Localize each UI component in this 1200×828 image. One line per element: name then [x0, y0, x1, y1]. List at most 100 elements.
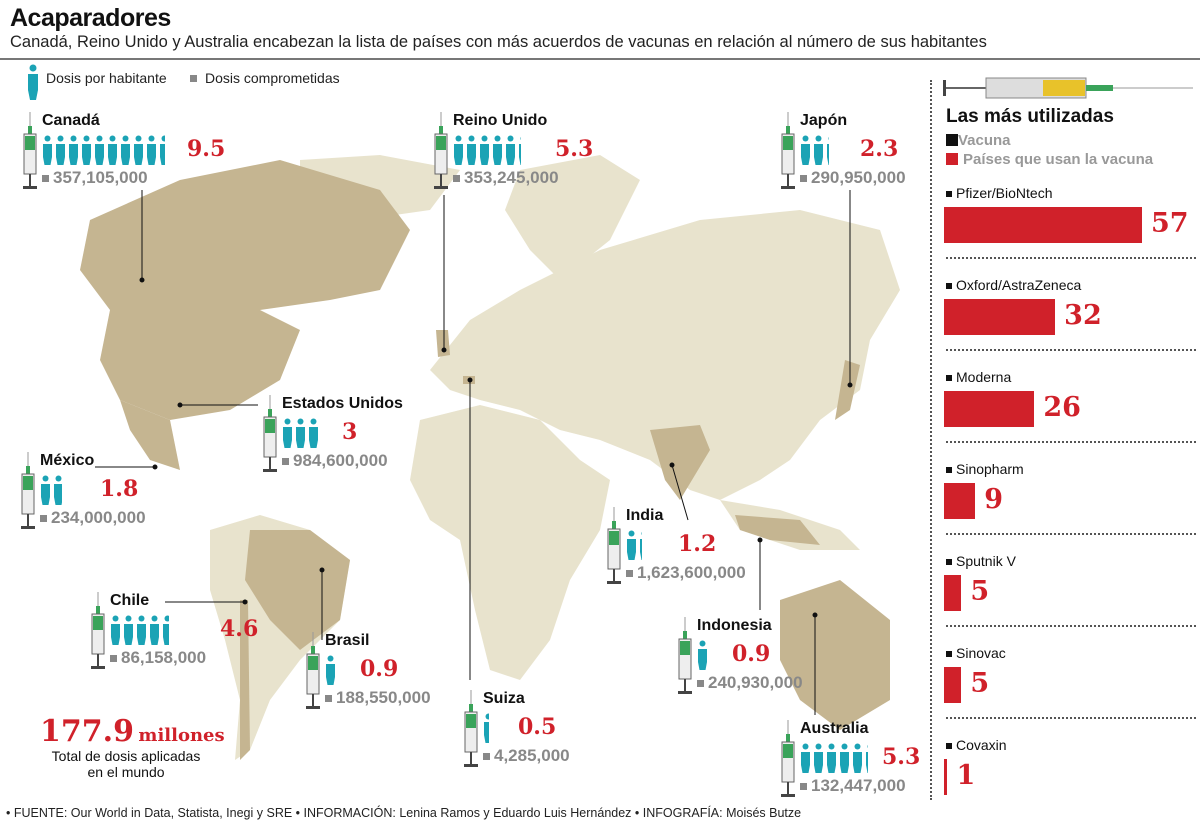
- people-icons: [483, 713, 489, 743]
- divider: [946, 257, 1196, 259]
- bar-value: 1: [956, 760, 976, 791]
- person-icon: [107, 135, 118, 165]
- per-capita-value: 1.2: [678, 531, 717, 557]
- syringe-icon: [306, 632, 320, 709]
- black-square-icon: [946, 134, 958, 146]
- syringe-icon: [678, 617, 692, 694]
- syringe-icon: [781, 112, 795, 189]
- bar-value: 32: [1064, 300, 1102, 331]
- person-icon: [28, 64, 38, 100]
- syringe-icon: [21, 452, 35, 529]
- person-icon: [159, 135, 165, 165]
- country-name: Brasil: [325, 632, 370, 649]
- syringe-icon: [263, 395, 277, 472]
- per-capita-value: 0.9: [360, 656, 399, 682]
- country-name: Chile: [110, 592, 150, 609]
- per-capita-value: 4.6: [220, 616, 259, 642]
- person-icon: [466, 135, 477, 165]
- australia: [780, 580, 890, 730]
- total-unit: millones: [138, 725, 225, 746]
- bar-label: Covaxin: [946, 737, 1007, 753]
- person-icon: [149, 615, 160, 645]
- committed-doses: 4,285,000: [483, 746, 570, 766]
- bar-label: Sinovac: [946, 645, 1006, 661]
- total-caption-line2: en el mundo: [87, 764, 165, 780]
- legend-committed: Dosis comprometidas: [205, 70, 340, 86]
- committed-doses: 1,623,600,000: [626, 563, 746, 583]
- divider: [946, 533, 1196, 535]
- person-icon: [94, 135, 105, 165]
- japan: [835, 360, 860, 420]
- bar-label: Sputnik V: [946, 553, 1016, 569]
- syringe-icon: [781, 720, 795, 797]
- committed-doses: 357,105,000: [42, 168, 148, 188]
- person-icon: [42, 135, 53, 165]
- person-icon: [492, 135, 503, 165]
- people-icons: [282, 418, 319, 448]
- committed-doses: 240,930,000: [697, 673, 803, 693]
- person-icon: [282, 418, 293, 448]
- syringe-icon: [464, 690, 478, 767]
- bar-label: Pfizer/BioNtech: [946, 185, 1052, 201]
- bar-label: Oxford/AstraZeneca: [946, 277, 1081, 293]
- country-name: México: [40, 452, 95, 469]
- person-icon: [110, 615, 121, 645]
- country-name: India: [626, 507, 664, 524]
- committed-doses: 290,950,000: [800, 168, 906, 188]
- person-icon: [852, 743, 863, 773]
- person-icon: [120, 135, 131, 165]
- person-icon: [81, 135, 92, 165]
- person-icon: [453, 135, 464, 165]
- canada: [80, 160, 410, 310]
- syringe-icon: [434, 112, 448, 189]
- total-doses: 177.9 millones: [40, 714, 225, 749]
- per-capita-value: 2.3: [860, 136, 899, 162]
- total-value: 177.9: [40, 714, 134, 749]
- people-icons: [110, 615, 169, 645]
- person-icon: [639, 530, 642, 560]
- person-icon: [295, 418, 306, 448]
- divider: [946, 349, 1196, 351]
- person-icon: [826, 135, 829, 165]
- uk: [436, 330, 450, 357]
- person-icon: [800, 743, 811, 773]
- person-icon: [325, 655, 335, 685]
- per-capita-value: 5.3: [882, 744, 921, 770]
- per-capita-value: 5.3: [555, 136, 594, 162]
- world-map: [80, 155, 900, 760]
- person-icon: [133, 135, 144, 165]
- country-name: Estados Unidos: [282, 395, 403, 412]
- people-icons: [42, 135, 165, 165]
- bar: [944, 299, 1056, 335]
- person-icon: [865, 743, 868, 773]
- bar-value: 26: [1043, 392, 1081, 423]
- bar-value: 57: [1151, 208, 1189, 239]
- committed-doses: 984,600,000: [282, 451, 388, 471]
- person-icon: [123, 615, 134, 645]
- country-name: Japón: [800, 112, 848, 129]
- africa: [410, 405, 610, 680]
- person-icon: [40, 475, 51, 505]
- person-icon: [813, 135, 824, 165]
- people-icons: [40, 475, 62, 505]
- country-name: Australia: [800, 720, 869, 737]
- person-icon: [479, 135, 490, 165]
- people-icons: [800, 135, 829, 165]
- person-icon: [697, 640, 707, 670]
- person-icon: [839, 743, 850, 773]
- legend-per-capita: Dosis por habitante: [46, 70, 167, 86]
- per-capita-value: 0.5: [518, 714, 557, 740]
- per-capita-value: 9.5: [187, 136, 226, 162]
- divider: [0, 58, 1200, 60]
- total-caption-line1: Total de dosis aplicadas: [51, 748, 201, 764]
- committed-doses: 188,550,000: [325, 688, 431, 708]
- person-icon: [53, 475, 62, 505]
- page-subtitle: Canadá, Reino Unido y Australia encabeza…: [10, 33, 987, 51]
- people-icons: [697, 640, 707, 670]
- country-name: Canadá: [42, 112, 100, 129]
- bar-value: 5: [970, 668, 990, 699]
- person-icon: [518, 135, 521, 165]
- panel-divider: [930, 80, 932, 800]
- people-icons: [453, 135, 521, 165]
- bar: [944, 759, 948, 795]
